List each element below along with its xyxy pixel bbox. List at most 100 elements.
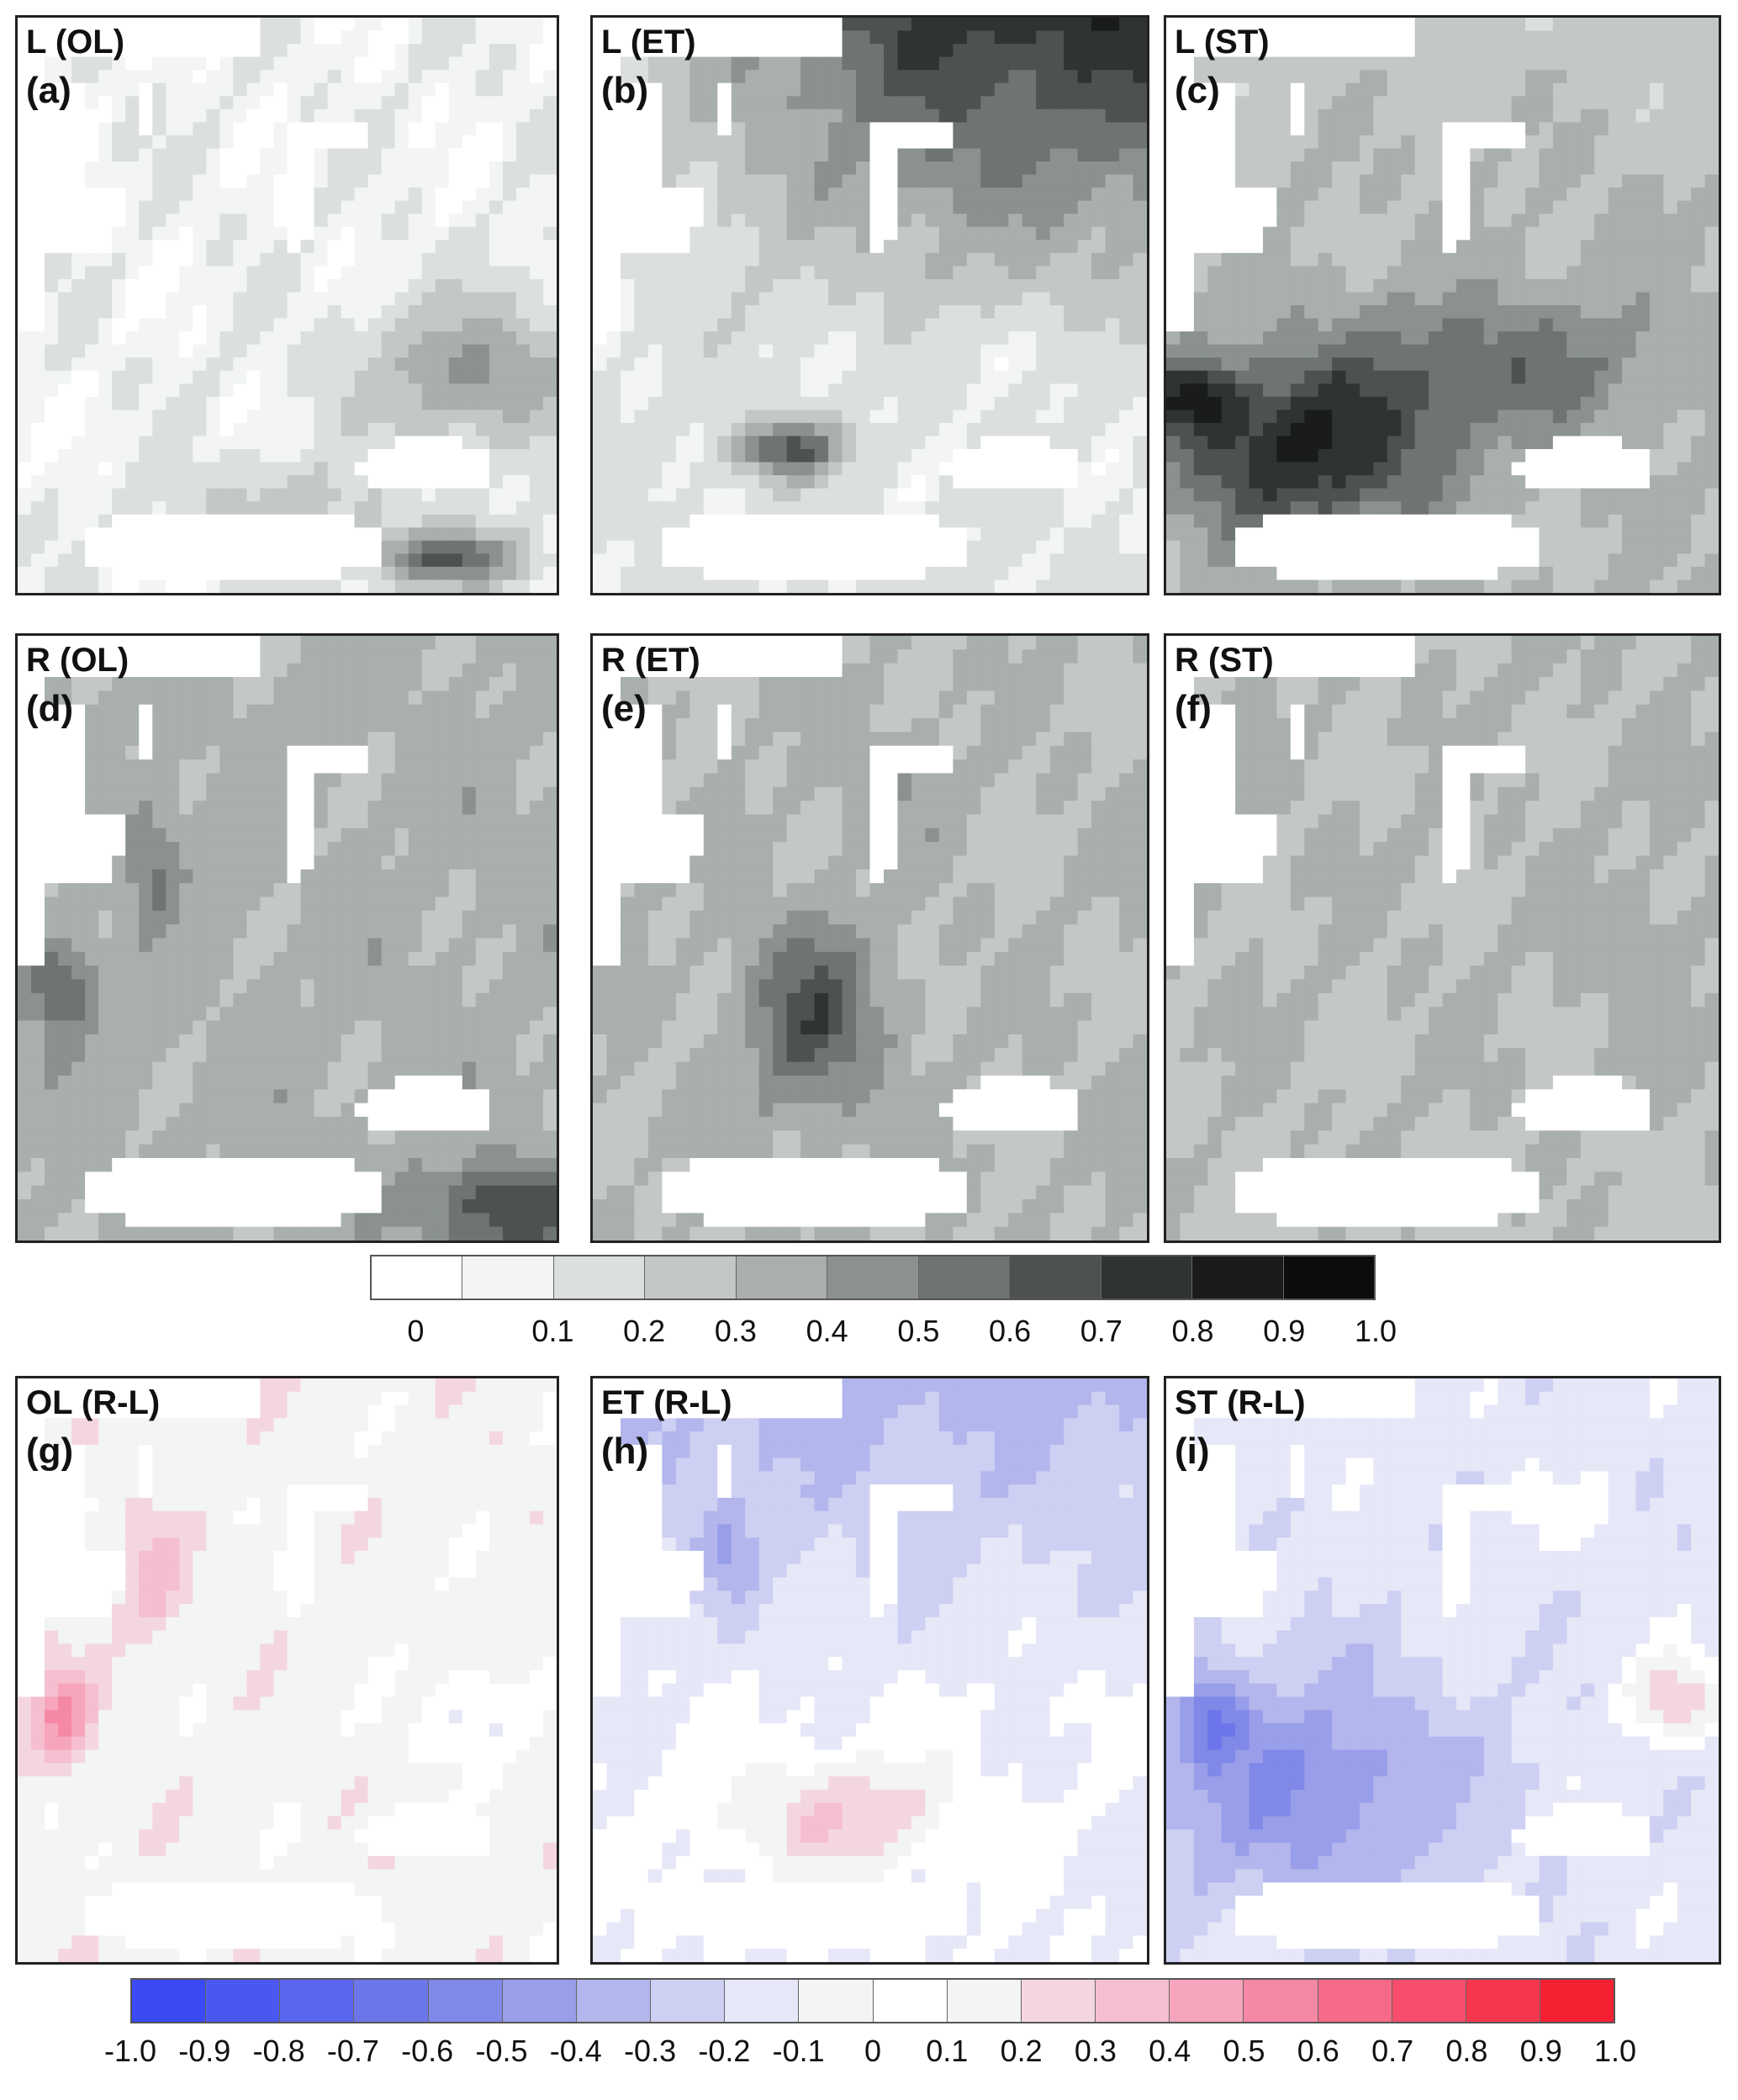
colorbar-tick-label: 1.0 bbox=[1354, 1314, 1397, 1348]
colorbar-tick-label: 0.8 bbox=[1445, 2034, 1488, 2068]
map-field-a bbox=[18, 18, 557, 593]
map-panel-h: ET (R-L) (h) bbox=[590, 1376, 1149, 1965]
map-field-h bbox=[593, 1378, 1147, 1962]
colorbar-swatch bbox=[827, 1256, 919, 1299]
colorbar-swatch bbox=[428, 1980, 503, 2022]
colorbar-tick-label: 0.4 bbox=[1149, 2034, 1191, 2068]
colorbar-swatch bbox=[645, 1256, 737, 1299]
colorbar-swatch bbox=[1244, 1980, 1318, 2022]
colorbar-swatch bbox=[462, 1256, 554, 1299]
map-field-c bbox=[1166, 18, 1719, 593]
colorbar-tick-label: -0.9 bbox=[178, 2034, 231, 2068]
colorbar-tick-label: -0.8 bbox=[252, 2034, 305, 2068]
map-panel-c: L (ST) (c) bbox=[1164, 15, 1721, 595]
colorbar-swatch bbox=[372, 1256, 463, 1299]
panel-letter-h: (h) bbox=[601, 1431, 649, 1472]
colorbar-tick-label: 0.9 bbox=[1519, 2034, 1562, 2068]
colorbar-tick-label: 0.1 bbox=[926, 2034, 969, 2068]
map-field-e bbox=[593, 636, 1147, 1240]
panel-letter-d: (d) bbox=[26, 688, 74, 729]
colorbar-swatch bbox=[576, 1980, 652, 2022]
colorbar-swatch bbox=[132, 1980, 207, 2022]
colorbar-tick-label: 0.3 bbox=[1074, 2034, 1117, 2068]
colorbar-tick-label: 0.8 bbox=[1171, 1314, 1214, 1348]
colorbar-tick-label: 0.5 bbox=[1223, 2034, 1265, 2068]
colorbar-swatch bbox=[280, 1980, 355, 2022]
colorbar-tick-label: 0 bbox=[407, 1314, 425, 1348]
map-panel-e: R (ET) (e) bbox=[590, 633, 1149, 1243]
colorbar-tick-label: 0.6 bbox=[1297, 2034, 1339, 2068]
colorbar-swatch bbox=[1466, 1980, 1540, 2022]
colorbar-tick-label: 0.7 bbox=[1080, 1314, 1123, 1348]
colorbar-tick-label: -0.5 bbox=[475, 2034, 528, 2068]
map-panel-f: R (ST) (f) bbox=[1164, 633, 1721, 1243]
panel-title-f: R (ST) bbox=[1175, 642, 1274, 679]
panel-title-c: L (ST) bbox=[1175, 24, 1270, 61]
map-field-g bbox=[18, 1378, 557, 1962]
colorbar-tick-label: 0.4 bbox=[806, 1314, 848, 1348]
colorbar-tick-label: 0 bbox=[864, 2034, 882, 2068]
colorbar-tick-label: 0.2 bbox=[623, 1314, 666, 1348]
panel-title-g: OL (R-L) bbox=[26, 1384, 161, 1421]
panel-letter-b: (b) bbox=[601, 70, 649, 111]
map-panel-b: L (ET) (b) bbox=[590, 15, 1149, 595]
panel-letter-f: (f) bbox=[1175, 688, 1212, 729]
colorbar-tick-label: -0.7 bbox=[326, 2034, 379, 2068]
colorbar-tick-label: -1.0 bbox=[103, 2034, 157, 2068]
colorbar-tick-label: -0.4 bbox=[549, 2034, 602, 2068]
panel-title-h: ET (R-L) bbox=[601, 1384, 732, 1421]
panel-title-a: L (OL) bbox=[26, 24, 125, 61]
map-panel-g: OL (R-L) (g) bbox=[15, 1376, 559, 1965]
panel-title-i: ST (R-L) bbox=[1175, 1384, 1306, 1421]
colorbar-tick-label: -0.1 bbox=[772, 2034, 825, 2068]
panel-letter-a: (a) bbox=[26, 70, 71, 111]
map-panel-d: R (OL) (d) bbox=[15, 633, 559, 1243]
colorbar-swatch bbox=[1021, 1980, 1096, 2022]
colorbar-tick-label: 1.0 bbox=[1593, 2034, 1637, 2068]
colorbar-tick-label: 0.9 bbox=[1263, 1314, 1306, 1348]
colorbar-tick-label: 0.1 bbox=[531, 1314, 574, 1348]
colorbar-swatch bbox=[725, 1980, 800, 2022]
colorbar-swatch bbox=[1170, 1980, 1244, 2022]
panel-letter-g: (g) bbox=[26, 1431, 74, 1472]
colorbar-tick-label: -0.3 bbox=[624, 2034, 677, 2068]
colorbar-tick-label: -0.2 bbox=[698, 2034, 751, 2068]
colorbar-swatch bbox=[502, 1980, 577, 2022]
map-field-b bbox=[593, 18, 1147, 593]
colorbar-tick-label: 0.5 bbox=[897, 1314, 940, 1348]
colorbar-diverging bbox=[130, 1978, 1615, 2023]
panel-letter-c: (c) bbox=[1175, 70, 1220, 111]
colorbar-swatch bbox=[553, 1256, 646, 1299]
panel-letter-e: (e) bbox=[601, 688, 647, 729]
colorbar-tick-label: 0.6 bbox=[989, 1314, 1032, 1348]
colorbar-swatch bbox=[1101, 1256, 1193, 1299]
panel-title-b: L (ET) bbox=[601, 24, 696, 61]
colorbar-swatch bbox=[206, 1980, 281, 2022]
colorbar-swatch bbox=[1318, 1980, 1392, 2022]
colorbar-tick-label: 0.3 bbox=[714, 1314, 757, 1348]
map-panel-i: ST (R-L) (i) bbox=[1164, 1376, 1721, 1965]
colorbar-swatch bbox=[947, 1980, 1022, 2022]
colorbar-swatch bbox=[1540, 1980, 1614, 2022]
panel-letter-i: (i) bbox=[1175, 1431, 1210, 1472]
colorbar-swatch bbox=[354, 1980, 429, 2022]
colorbar-tick-label: -0.6 bbox=[401, 2034, 454, 2068]
map-field-d bbox=[18, 636, 557, 1240]
colorbar-tick-label: 0.2 bbox=[1000, 2034, 1043, 2068]
colorbar-swatch bbox=[651, 1980, 726, 2022]
colorbar-gray bbox=[370, 1255, 1376, 1300]
map-panel-a: L (OL) (a) bbox=[15, 15, 559, 595]
colorbar-swatch bbox=[1096, 1980, 1170, 2022]
colorbar-swatch bbox=[873, 1980, 948, 2022]
colorbar-tick-label: 0.7 bbox=[1371, 2034, 1414, 2068]
colorbar-swatch bbox=[918, 1256, 1011, 1299]
colorbar-swatch bbox=[736, 1256, 828, 1299]
panel-title-d: R (OL) bbox=[26, 642, 129, 679]
map-field-f bbox=[1166, 636, 1719, 1240]
colorbar-swatch bbox=[799, 1980, 874, 2022]
colorbar-swatch bbox=[1283, 1256, 1374, 1299]
colorbar-swatch bbox=[1010, 1256, 1101, 1299]
colorbar-swatch bbox=[1392, 1980, 1466, 2022]
map-field-i bbox=[1166, 1378, 1719, 1962]
panel-title-e: R (ET) bbox=[601, 642, 700, 679]
